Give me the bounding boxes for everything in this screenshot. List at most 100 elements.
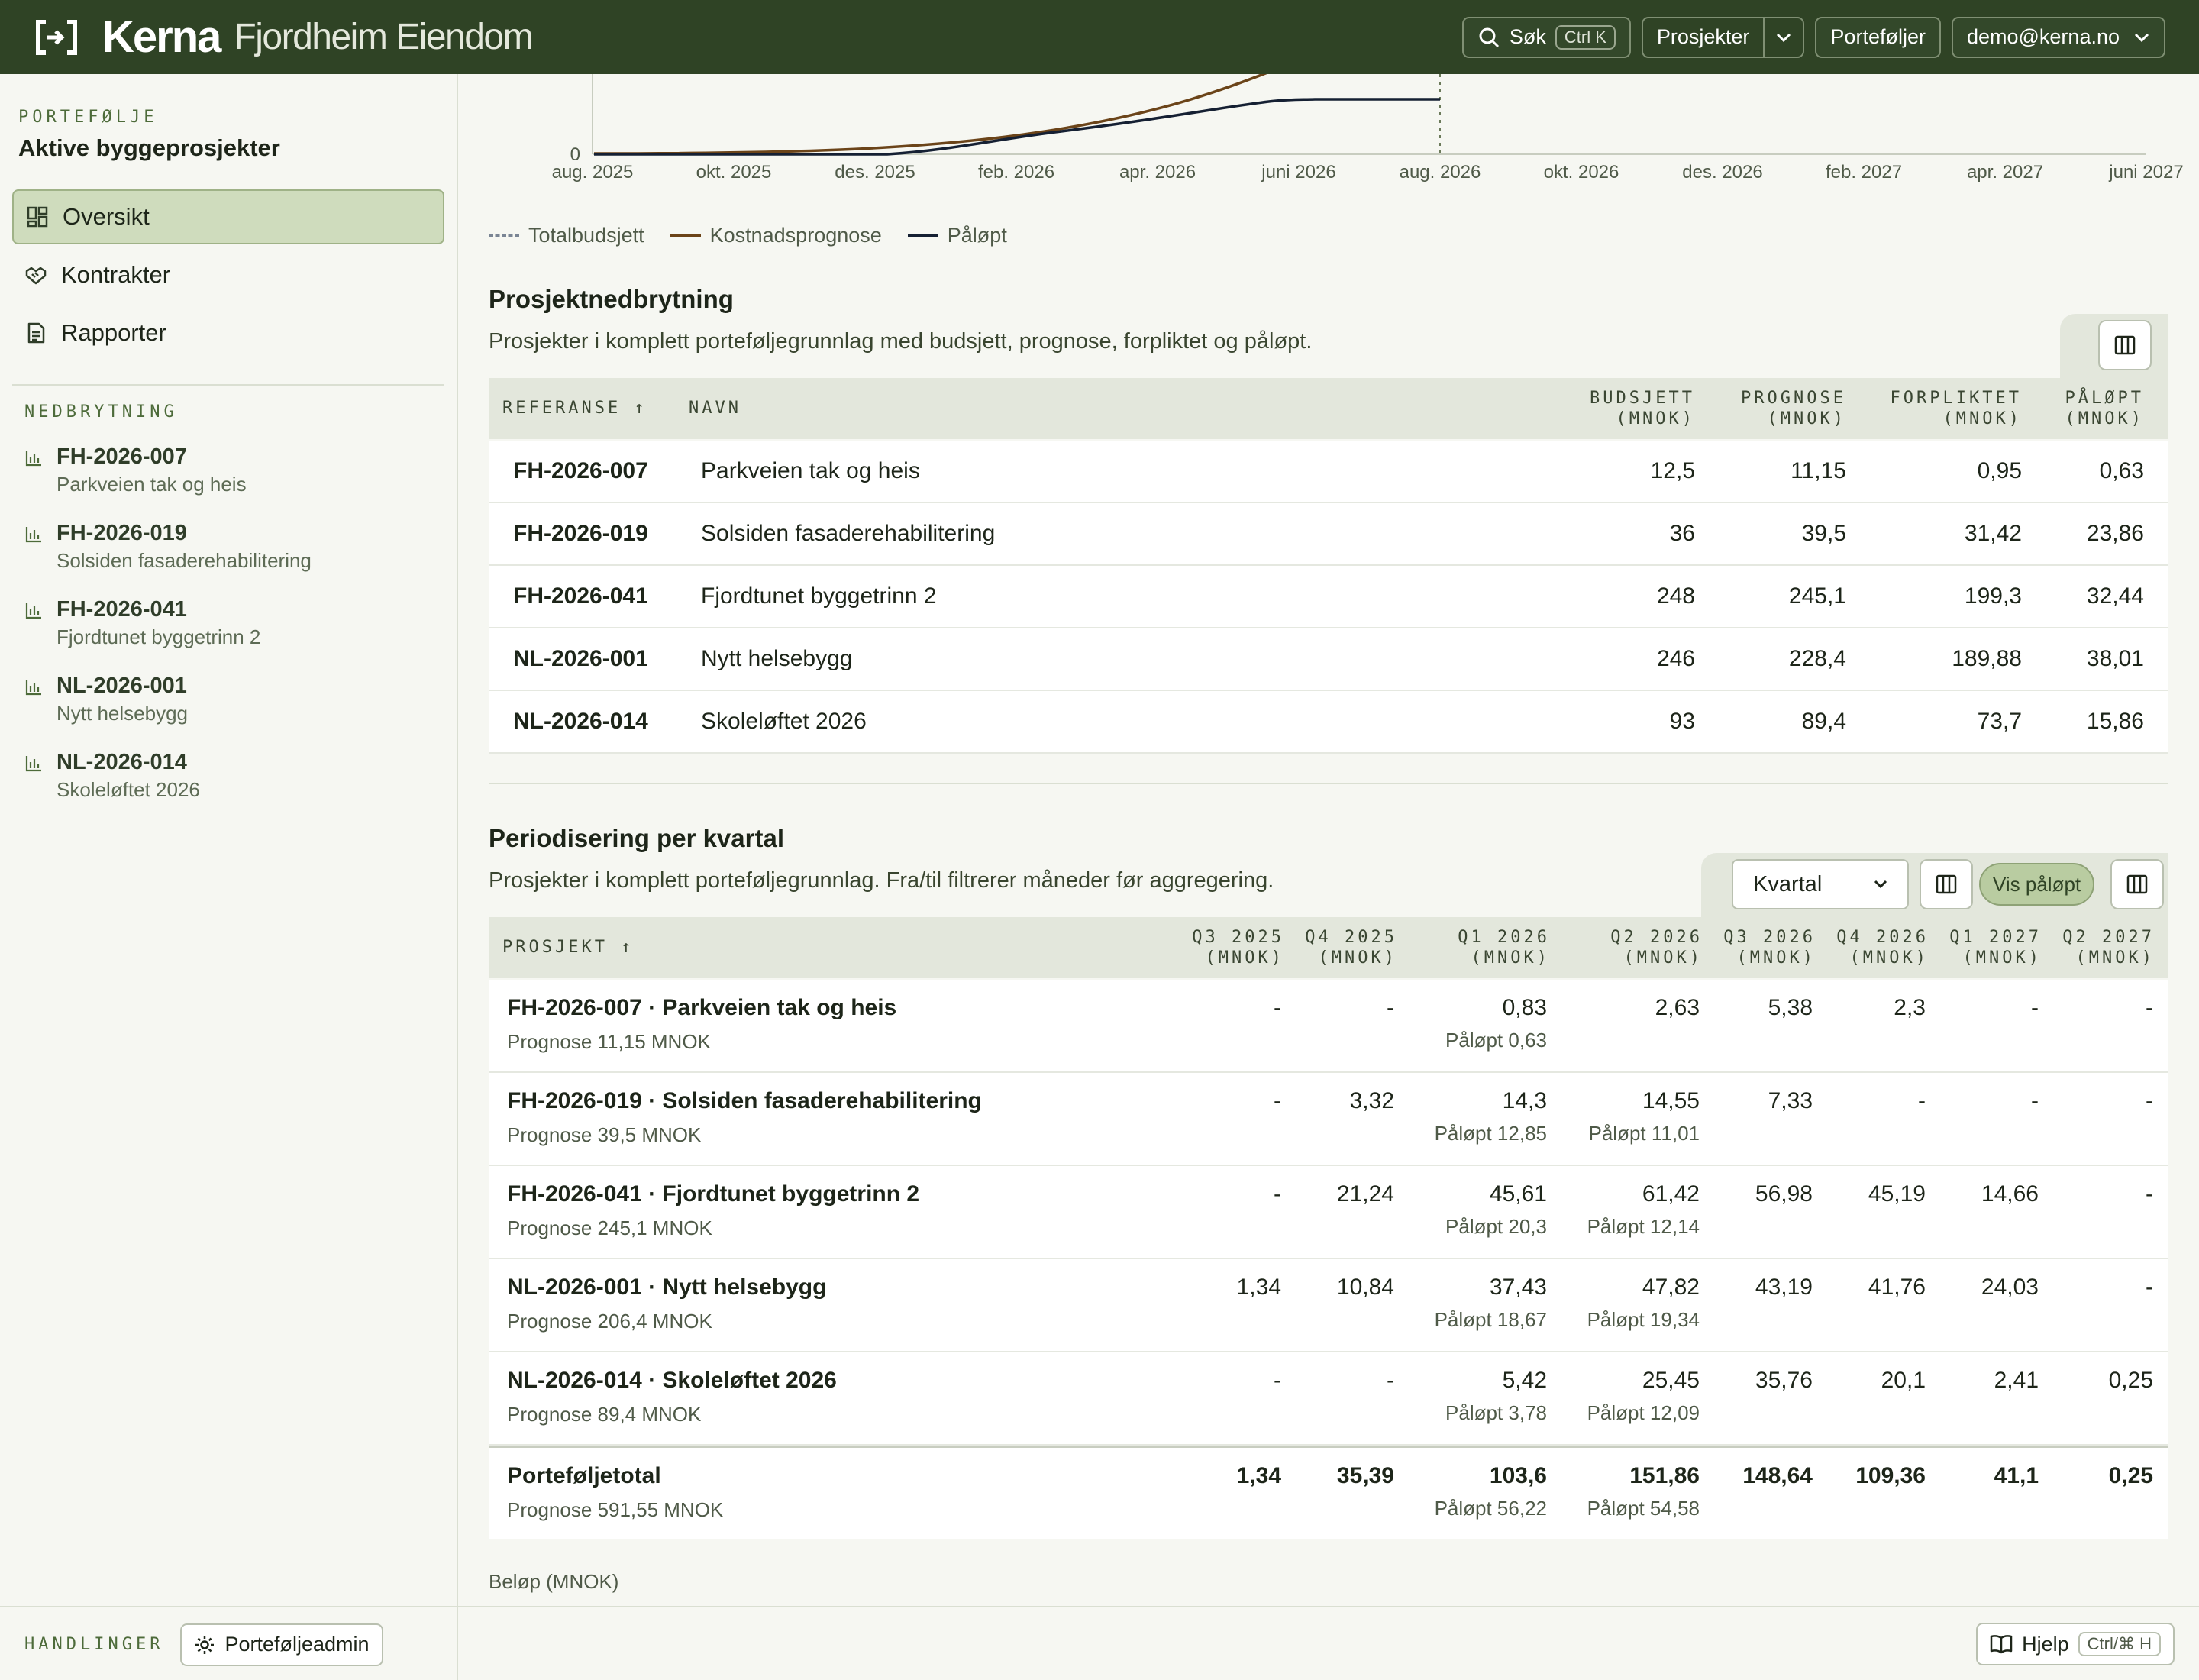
project-name: Nytt helsebygg — [57, 702, 188, 725]
show-accrued-toggle[interactable]: Vis påløpt — [1979, 863, 2095, 906]
col-committed[interactable]: FORPLIKTET (MNOK) — [1890, 389, 2022, 428]
columns-toggle-button[interactable] — [2110, 859, 2164, 909]
quarter-value: 43,19 — [1755, 1275, 1813, 1300]
col-quarter[interactable]: Q4 2025 (MNOK) — [1305, 928, 1397, 968]
columns-icon — [2114, 335, 2136, 355]
help-shortcut: Ctrl/⌘ H — [2078, 1632, 2161, 1656]
cell-committed: 199,3 — [1964, 583, 2022, 609]
breakdown-kicker: NEDBRYTNING — [24, 402, 178, 422]
gear-icon — [195, 1635, 215, 1654]
table-row[interactable]: FH-2026-007 Parkveien tak og heis 12,5 11,1… — [489, 441, 2168, 503]
sidebar-project-item[interactable]: NL-2026-014 Skoleløftet 2026 — [24, 750, 200, 802]
projects-button[interactable]: Prosjekter — [1656, 25, 1750, 48]
col-quarter[interactable]: Q2 2027 (MNOK) — [2062, 928, 2155, 968]
projects-menu: Prosjekter — [1641, 16, 1805, 58]
nav-label: Oversikt — [63, 203, 150, 230]
project-ref: FH-2026-019 — [57, 521, 187, 545]
quarter-accrued: Påløpt 12,09 — [1587, 1401, 1700, 1424]
legend-item-palopt[interactable]: Påløpt — [907, 224, 1007, 247]
organization-name: Fjordheim Eiendom — [234, 17, 533, 57]
chart-legend: Totalbudsjett Kostnadsprognose Påløpt — [489, 224, 1007, 247]
col-ref[interactable]: REFERANSE ↑ — [502, 399, 647, 418]
quarter-value: 14,3 — [1502, 1088, 1547, 1113]
cell-committed: 0,95 — [1977, 458, 2022, 483]
cell-forecast: 89,4 — [1801, 709, 1846, 734]
cell-accrued: 0,63 — [2099, 458, 2144, 483]
table-row[interactable]: FH-2026-007 · Parkveien tak og heis Progn… — [489, 980, 2168, 1073]
quarter-value: 14,55 — [1642, 1088, 1700, 1113]
quarter-accrued: Påløpt 19,34 — [1587, 1308, 1700, 1331]
nav-item-oversikt[interactable]: Oversikt — [12, 189, 444, 244]
quarter-value: 21,24 — [1336, 1181, 1394, 1207]
kerna-logo-icon[interactable] — [34, 18, 79, 57]
table-row[interactable]: FH-2026-019 · Solsiden fasaderehabiliter… — [489, 1073, 2168, 1166]
table-row[interactable]: NL-2026-014 · Skoleløftet 2026 Prognose 8… — [489, 1352, 2168, 1446]
help-label: Hjelp — [2022, 1632, 2069, 1656]
col-name[interactable]: NAVN — [689, 399, 741, 418]
cell-accrued: 32,44 — [2086, 583, 2144, 609]
col-quarter[interactable]: Q4 2026 (MNOK) — [1836, 928, 1929, 968]
cell-ref: FH-2026-019 — [513, 521, 648, 546]
projects-dropdown-toggle[interactable] — [1763, 18, 1803, 57]
table-row[interactable]: NL-2026-001 · Nytt helsebygg Prognose 206… — [489, 1259, 2168, 1352]
nav-item-kontrakter[interactable]: Kontrakter — [12, 247, 444, 302]
col-quarter[interactable]: Q1 2026 (MNOK) — [1458, 928, 1550, 968]
cost-chart: 0 aug. 2025 okt. 2025 des. 2025 feb. 2026 ap… — [552, 74, 2184, 183]
row-forecast: Prognose 89,4 MNOK — [507, 1403, 702, 1426]
col-forecast[interactable]: PROGNOSE (MNOK) — [1741, 389, 1846, 428]
quarter-value: - — [2146, 1275, 2153, 1300]
breakdown-title: Prosjektnedbrytning — [489, 285, 734, 313]
portfolios-button[interactable]: Porteføljer — [1815, 16, 1941, 58]
col-quarter[interactable]: Q2 2026 (MNOK) — [1610, 928, 1703, 968]
table-row[interactable]: NL-2026-001 Nytt helsebygg 246 228,4 189,88 3… — [489, 628, 2168, 691]
project-name: Solsiden fasaderehabilitering — [57, 549, 312, 572]
quarter-value: - — [2031, 1088, 2039, 1113]
granularity-value: Kvartal — [1753, 871, 1823, 897]
top-bar: Kerna Fjordheim Eiendom Søk Ctrl K Prosj… — [0, 0, 2199, 74]
table-row[interactable]: FH-2026-041 · Fjordtunet byggetrinn 2 Pro… — [489, 1166, 2168, 1259]
brand-name[interactable]: Kerna — [102, 12, 221, 62]
quarter-value: - — [2146, 1181, 2153, 1207]
columns-toggle-button[interactable] — [1920, 859, 1973, 909]
cell-forecast: 228,4 — [1788, 646, 1846, 671]
sidebar-project-item[interactable]: FH-2026-041 Fjordtunet byggetrinn 2 — [24, 597, 260, 649]
portfolio-total-row: Porteføljetotal Prognose 591,55 MNOK 1,34 3… — [489, 1446, 2168, 1539]
col-accrued[interactable]: PÅLØPT (MNOK) — [2065, 389, 2144, 428]
quarter-value: 103,6 — [1489, 1463, 1547, 1488]
sidebar-project-item[interactable]: FH-2026-007 Parkveien tak og heis — [24, 444, 247, 496]
cell-accrued: 23,86 — [2086, 521, 2144, 546]
quarter-accrued: Påløpt 18,67 — [1434, 1308, 1547, 1331]
col-quarter[interactable]: Q3 2026 (MNOK) — [1723, 928, 1816, 968]
search-button[interactable]: Søk Ctrl K — [1461, 16, 1631, 58]
table-row[interactable]: FH-2026-041 Fjordtunet byggetrinn 2 248 245… — [489, 566, 2168, 628]
legend-item-kostnadsprognose[interactable]: Kostnadsprognose — [670, 224, 882, 247]
quarter-value: 2,63 — [1655, 995, 1700, 1020]
main-content[interactable]: 0 aug. 2025 okt. 2025 des. 2025 feb. 2026 ap… — [460, 74, 2199, 1606]
user-menu-button[interactable]: demo@kerna.no — [1951, 16, 2165, 58]
legend-item-totalbudsjett[interactable]: Totalbudsjett — [489, 224, 644, 247]
quarter-value: 45,61 — [1489, 1181, 1547, 1207]
help-button[interactable]: Hjelp Ctrl/⌘ H — [1976, 1623, 2175, 1665]
columns-toggle-button[interactable] — [2098, 320, 2152, 370]
col-project[interactable]: PROSJEKT ↑ — [502, 938, 635, 957]
actions-kicker: HANDLINGER — [24, 1635, 164, 1654]
quarter-accrued: Påløpt 12,85 — [1434, 1122, 1547, 1145]
project-ref: NL-2026-001 — [57, 674, 187, 698]
col-quarter[interactable]: Q3 2025 (MNOK) — [1192, 928, 1284, 968]
x-tick-label: okt. 2026 — [1544, 162, 1619, 183]
granularity-select[interactable]: Kvartal — [1732, 859, 1909, 909]
col-budget[interactable]: BUDSJETT (MNOK) — [1590, 389, 1695, 428]
legend-label: Totalbudsjett — [528, 224, 644, 247]
sidebar-project-item[interactable]: FH-2026-019 Solsiden fasaderehabilitering — [24, 521, 312, 573]
portfolio-title: Aktive byggeprosjekter — [18, 134, 280, 161]
legend-label: Kostnadsprognose — [709, 224, 882, 247]
table-row[interactable]: FH-2026-019 Solsiden fasaderehabilitering… — [489, 503, 2168, 566]
sidebar-project-item[interactable]: NL-2026-001 Nytt helsebygg — [24, 674, 188, 725]
portfolio-admin-button[interactable]: Porteføljeadmin — [180, 1623, 383, 1666]
x-tick-label: feb. 2027 — [1826, 162, 1902, 183]
table-row[interactable]: NL-2026-014 Skoleløftet 2026 93 89,4 73,7 15,… — [489, 691, 2168, 754]
nav-item-rapporter[interactable]: Rapporter — [12, 305, 444, 360]
cell-committed: 189,88 — [1952, 646, 2022, 671]
col-quarter[interactable]: Q1 2027 (MNOK) — [1949, 928, 2042, 968]
quarter-value: - — [2146, 1088, 2153, 1113]
